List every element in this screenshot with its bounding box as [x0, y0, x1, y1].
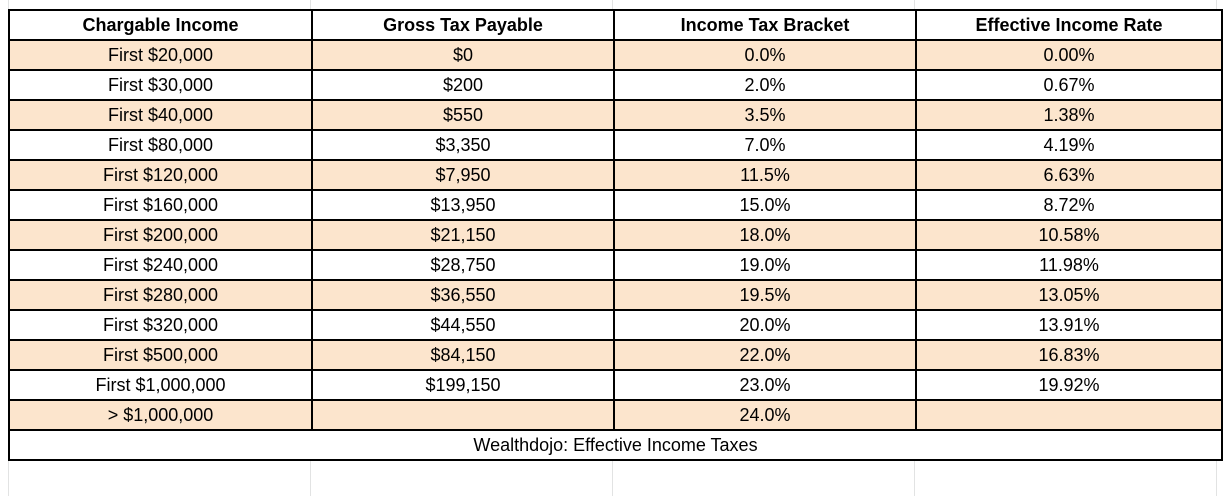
- cell-gross-tax-payable[interactable]: $199,150: [311, 369, 615, 401]
- cell-effective-income-rate[interactable]: 8.72%: [915, 189, 1223, 221]
- cell-effective-income-rate[interactable]: 0.00%: [915, 39, 1223, 71]
- cell-gross-tax-payable[interactable]: $84,150: [311, 339, 615, 371]
- cell-effective-income-rate[interactable]: 19.92%: [915, 369, 1223, 401]
- cell-gross-tax-payable[interactable]: $0: [311, 39, 615, 71]
- header-chargable-income[interactable]: Chargable Income: [8, 9, 313, 41]
- table-row: First $120,000 $7,950 11.5% 6.63%: [8, 159, 1223, 191]
- cell-gross-tax-payable[interactable]: $36,550: [311, 279, 615, 311]
- caption-row: Wealthdojo: Effective Income Taxes: [8, 429, 1223, 461]
- cell-effective-income-rate[interactable]: 10.58%: [915, 219, 1223, 251]
- cell-income-tax-bracket[interactable]: 20.0%: [613, 309, 917, 341]
- cell-gross-tax-payable[interactable]: $3,350: [311, 129, 615, 161]
- cell-gross-tax-payable[interactable]: $44,550: [311, 309, 615, 341]
- table-row: First $200,000 $21,150 18.0% 10.58%: [8, 219, 1223, 251]
- cell-effective-income-rate[interactable]: 1.38%: [915, 99, 1223, 131]
- cell-income-tax-bracket[interactable]: 22.0%: [613, 339, 917, 371]
- cell-gross-tax-payable[interactable]: $21,150: [311, 219, 615, 251]
- table-row: First $1,000,000 $199,150 23.0% 19.92%: [8, 369, 1223, 401]
- header-income-tax-bracket[interactable]: Income Tax Bracket: [613, 9, 917, 41]
- cell-effective-income-rate[interactable]: 6.63%: [915, 159, 1223, 191]
- cell-effective-income-rate[interactable]: 4.19%: [915, 129, 1223, 161]
- cell-income-tax-bracket[interactable]: 2.0%: [613, 69, 917, 101]
- table-row: First $20,000 $0 0.0% 0.00%: [8, 39, 1223, 71]
- cell-effective-income-rate[interactable]: 0.67%: [915, 69, 1223, 101]
- cell-chargable-income[interactable]: > $1,000,000: [8, 399, 313, 431]
- cell-effective-income-rate[interactable]: 11.98%: [915, 249, 1223, 281]
- cell-income-tax-bracket[interactable]: 19.0%: [613, 249, 917, 281]
- header-gross-tax-payable[interactable]: Gross Tax Payable: [311, 9, 615, 41]
- cell-gross-tax-payable[interactable]: $13,950: [311, 189, 615, 221]
- cell-income-tax-bracket[interactable]: 18.0%: [613, 219, 917, 251]
- table-row: First $500,000 $84,150 22.0% 16.83%: [8, 339, 1223, 371]
- cell-effective-income-rate[interactable]: 13.91%: [915, 309, 1223, 341]
- table-row: First $320,000 $44,550 20.0% 13.91%: [8, 309, 1223, 341]
- cell-chargable-income[interactable]: First $280,000: [8, 279, 313, 311]
- cell-income-tax-bracket[interactable]: 23.0%: [613, 369, 917, 401]
- cell-chargable-income[interactable]: First $1,000,000: [8, 369, 313, 401]
- table-caption[interactable]: Wealthdojo: Effective Income Taxes: [8, 429, 1223, 461]
- table-row: First $280,000 $36,550 19.5% 13.05%: [8, 279, 1223, 311]
- cell-chargable-income[interactable]: First $80,000: [8, 129, 313, 161]
- cell-gross-tax-payable[interactable]: $550: [311, 99, 615, 131]
- cell-chargable-income[interactable]: First $240,000: [8, 249, 313, 281]
- cell-gross-tax-payable[interactable]: [311, 399, 615, 431]
- cell-gross-tax-payable[interactable]: $28,750: [311, 249, 615, 281]
- cell-effective-income-rate[interactable]: 13.05%: [915, 279, 1223, 311]
- cell-chargable-income[interactable]: First $320,000: [8, 309, 313, 341]
- cell-chargable-income[interactable]: First $40,000: [8, 99, 313, 131]
- table-row: First $80,000 $3,350 7.0% 4.19%: [8, 129, 1223, 161]
- cell-chargable-income[interactable]: First $500,000: [8, 339, 313, 371]
- cell-chargable-income[interactable]: First $20,000: [8, 39, 313, 71]
- cell-income-tax-bracket[interactable]: 7.0%: [613, 129, 917, 161]
- cell-chargable-income[interactable]: First $160,000: [8, 189, 313, 221]
- cell-chargable-income[interactable]: First $30,000: [8, 69, 313, 101]
- cell-effective-income-rate[interactable]: [915, 399, 1223, 431]
- table-row: > $1,000,000 24.0%: [8, 399, 1223, 431]
- cell-income-tax-bracket[interactable]: 19.5%: [613, 279, 917, 311]
- cell-income-tax-bracket[interactable]: 11.5%: [613, 159, 917, 191]
- cell-income-tax-bracket[interactable]: 24.0%: [613, 399, 917, 431]
- cell-effective-income-rate[interactable]: 16.83%: [915, 339, 1223, 371]
- cell-gross-tax-payable[interactable]: $200: [311, 69, 615, 101]
- header-effective-income-rate[interactable]: Effective Income Rate: [915, 9, 1223, 41]
- cell-gross-tax-payable[interactable]: $7,950: [311, 159, 615, 191]
- table-row: First $30,000 $200 2.0% 0.67%: [8, 69, 1223, 101]
- table-row: First $40,000 $550 3.5% 1.38%: [8, 99, 1223, 131]
- cell-income-tax-bracket[interactable]: 3.5%: [613, 99, 917, 131]
- table-row: First $240,000 $28,750 19.0% 11.98%: [8, 249, 1223, 281]
- cell-income-tax-bracket[interactable]: 15.0%: [613, 189, 917, 221]
- cell-income-tax-bracket[interactable]: 0.0%: [613, 39, 917, 71]
- table-row: First $160,000 $13,950 15.0% 8.72%: [8, 189, 1223, 221]
- header-row: Chargable Income Gross Tax Payable Incom…: [8, 9, 1223, 41]
- cell-chargable-income[interactable]: First $200,000: [8, 219, 313, 251]
- income-tax-table: Chargable Income Gross Tax Payable Incom…: [8, 9, 1223, 461]
- cell-chargable-income[interactable]: First $120,000: [8, 159, 313, 191]
